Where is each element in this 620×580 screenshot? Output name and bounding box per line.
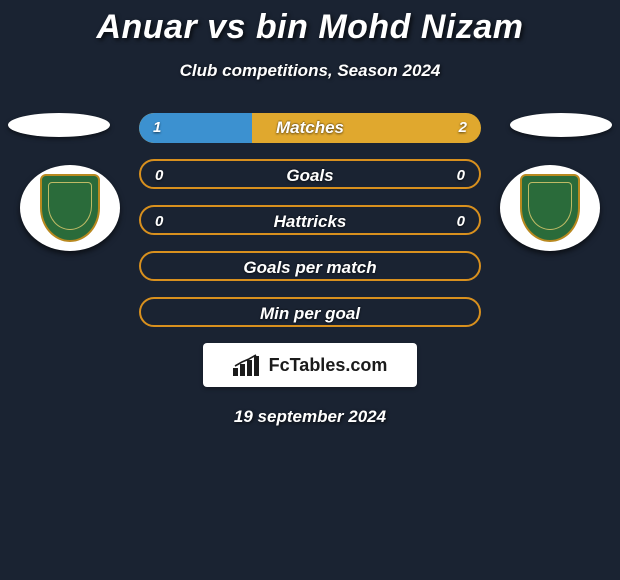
- subtitle: Club competitions, Season 2024: [0, 61, 620, 81]
- stat-label: Matches: [139, 113, 481, 143]
- stat-value-left: 0: [155, 207, 163, 235]
- team-badge-right: [500, 165, 600, 251]
- team-badge-left: [20, 165, 120, 251]
- date-text: 19 september 2024: [0, 407, 620, 427]
- left-ellipse: [8, 113, 110, 137]
- stat-row: Goals0 0: [139, 159, 481, 189]
- stat-bars-container: Matches12Goals00Hattricks00Goals per mat…: [139, 113, 481, 327]
- stat-label: Hattricks: [141, 207, 479, 235]
- page-title: Anuar vs bin Mohd Nizam: [0, 0, 620, 47]
- brand-box: FcTables.com: [203, 343, 417, 387]
- stat-value-right: 0: [457, 207, 465, 235]
- stat-value-left: 0: [155, 161, 163, 189]
- stat-value-right: 2: [459, 113, 467, 143]
- right-ellipse: [510, 113, 612, 137]
- stat-value-right: 0: [457, 161, 465, 189]
- crest-right-icon: [520, 174, 580, 242]
- brand-chart-icon: [233, 354, 263, 376]
- brand-text: FcTables.com: [269, 355, 388, 376]
- stat-row: Min per goal: [139, 297, 481, 327]
- stat-row: Hattricks0 0: [139, 205, 481, 235]
- stat-label: Goals: [141, 161, 479, 189]
- stat-row: Goals per match: [139, 251, 481, 281]
- stat-label: Min per goal: [141, 299, 479, 327]
- stat-label: Goals per match: [141, 253, 479, 281]
- stat-value-left: 1: [153, 113, 161, 143]
- stat-row: Matches1 2: [139, 113, 481, 143]
- crest-left-icon: [40, 174, 100, 242]
- comparison-area: Matches12Goals00Hattricks00Goals per mat…: [0, 113, 620, 327]
